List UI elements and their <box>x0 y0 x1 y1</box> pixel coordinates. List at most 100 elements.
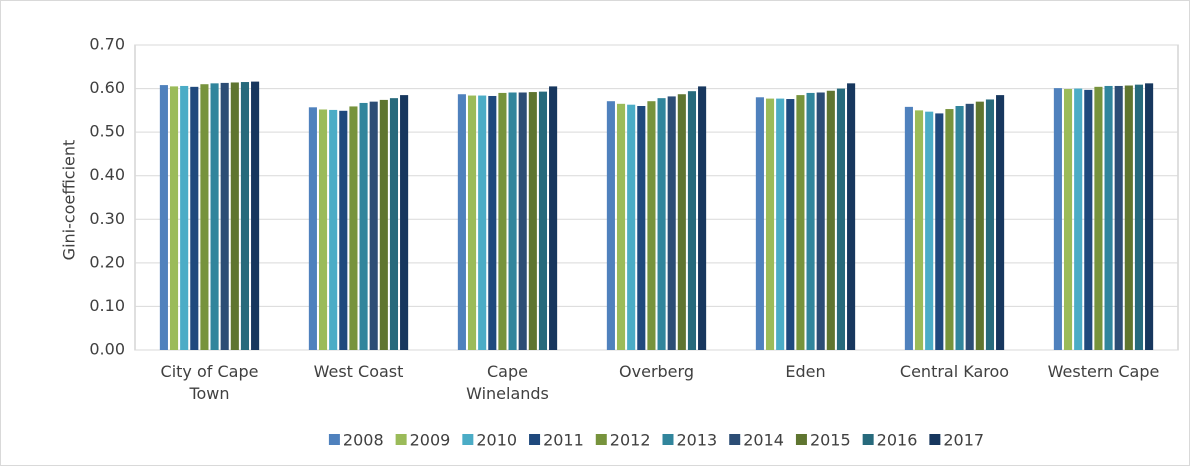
x-tick-label: Overberg <box>619 362 694 381</box>
bar <box>945 109 954 350</box>
bar <box>318 109 328 350</box>
y-tick-label: 0.70 <box>89 35 125 54</box>
bar <box>606 101 615 350</box>
legend-swatch <box>595 434 607 445</box>
bar <box>210 83 219 350</box>
legend-swatch <box>662 434 674 445</box>
bar <box>755 97 764 351</box>
bar <box>159 85 168 350</box>
bar <box>1145 83 1154 350</box>
bar <box>765 98 775 350</box>
x-tick-label: Cape Winelands <box>466 362 549 403</box>
bar <box>776 98 785 350</box>
bar <box>379 99 388 351</box>
x-tick-label: Central Karoo <box>900 362 1009 381</box>
bar <box>1104 85 1113 350</box>
y-tick-label: 0.50 <box>89 122 125 141</box>
y-axis-label: Gini-coefficient <box>60 140 79 261</box>
legend-swatch <box>862 434 874 445</box>
bar <box>349 106 358 350</box>
legend-label: 2014 <box>743 431 784 450</box>
legend-swatch <box>795 434 807 445</box>
bar <box>1114 85 1123 350</box>
x-tick-label: City of Cape Town <box>161 362 259 403</box>
bar <box>1094 86 1103 350</box>
bar <box>400 95 409 350</box>
legend-swatch <box>929 434 941 445</box>
bar <box>518 92 527 350</box>
legend-swatch <box>328 434 340 445</box>
legend-label: 2013 <box>677 431 718 450</box>
bar <box>627 104 636 350</box>
legend-label: 2010 <box>476 431 517 450</box>
legend-label: 2015 <box>810 431 851 450</box>
bar <box>457 94 466 350</box>
bar <box>647 101 656 350</box>
bar <box>467 95 477 351</box>
y-tick-label: 0.30 <box>89 209 125 228</box>
legend-swatch <box>529 434 541 445</box>
legend-label: 2008 <box>343 431 384 450</box>
bar <box>369 101 378 351</box>
bar <box>975 101 984 351</box>
x-tick-label: Eden <box>785 362 825 381</box>
bar <box>240 82 250 351</box>
bar <box>1053 88 1062 350</box>
legend-swatch <box>729 434 741 445</box>
x-tick-label: West Coast <box>314 362 404 381</box>
bar <box>230 82 239 350</box>
bar <box>329 109 338 351</box>
bar <box>1124 85 1133 351</box>
bar <box>965 103 974 350</box>
bar <box>251 81 260 350</box>
bar <box>786 99 795 351</box>
legend-swatch <box>395 434 407 445</box>
legend-swatch <box>462 434 474 445</box>
bar <box>667 96 676 351</box>
bar <box>478 95 487 351</box>
bar <box>308 107 317 350</box>
bar <box>985 99 995 350</box>
bar <box>687 91 697 350</box>
bar <box>359 102 368 350</box>
bar <box>508 92 517 350</box>
bar <box>836 88 846 351</box>
bar <box>200 84 209 350</box>
y-tick-label: 0.20 <box>89 252 125 271</box>
bar <box>169 86 179 351</box>
legend: 2008 2009 2010 2011 2012 2013 2014 2015 2016 2017 <box>328 431 984 450</box>
bar <box>847 83 856 350</box>
bar <box>816 92 825 350</box>
y-tick-label: 0.00 <box>89 340 125 359</box>
bar <box>1134 84 1144 351</box>
bar <box>637 106 646 350</box>
y-tick-label: 0.60 <box>89 78 125 97</box>
bar <box>796 95 805 350</box>
bar <box>698 86 707 351</box>
legend-label: 2017 <box>943 431 984 450</box>
legend-label: 2012 <box>610 431 651 450</box>
x-tick-label: Western Cape <box>1048 362 1160 381</box>
bar <box>488 95 497 350</box>
bar <box>1074 88 1083 351</box>
bar <box>904 106 913 350</box>
bar <box>914 110 924 350</box>
bar <box>806 92 815 350</box>
bar <box>1063 89 1073 350</box>
bar <box>657 98 666 351</box>
bar <box>616 103 626 350</box>
bar <box>955 106 964 350</box>
legend-label: 2009 <box>410 431 451 450</box>
y-tick-label: 0.40 <box>89 165 125 184</box>
bar <box>180 85 189 350</box>
bar <box>538 91 548 350</box>
bar <box>498 92 507 350</box>
bar <box>528 92 537 351</box>
bar <box>190 86 199 350</box>
y-tick-label: 0.10 <box>89 296 125 315</box>
bar <box>996 95 1005 350</box>
bar <box>220 82 229 351</box>
bar <box>826 90 835 350</box>
legend-label: 2011 <box>543 431 584 450</box>
